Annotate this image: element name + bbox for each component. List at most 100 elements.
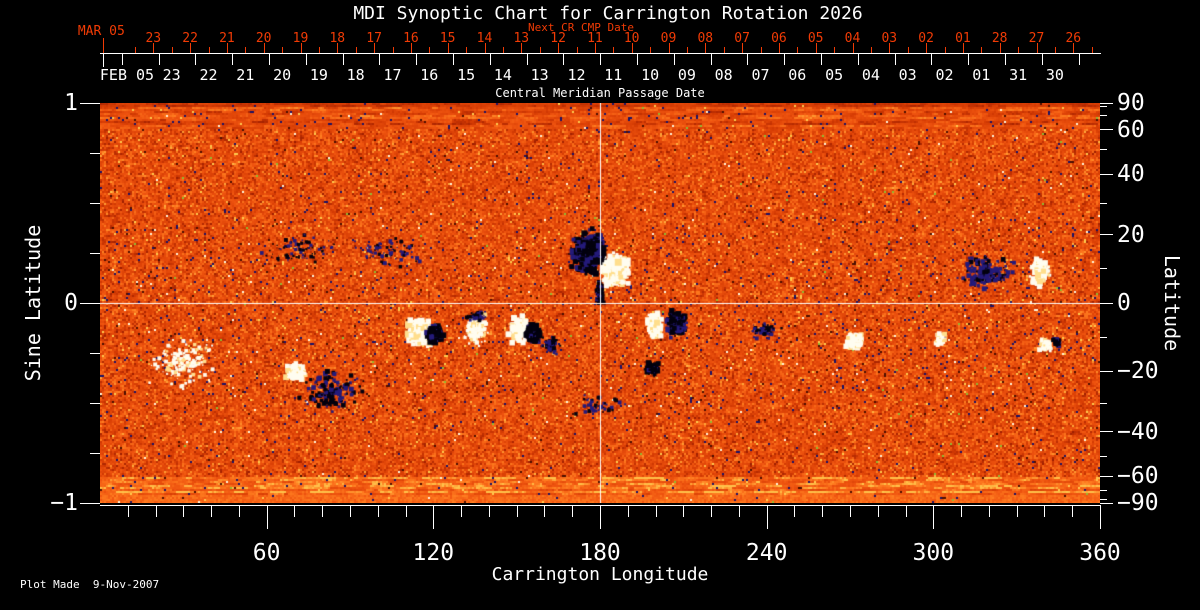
next-cr-date-label: 16 [403, 31, 419, 46]
next-cr-day-tick [558, 43, 560, 53]
next-cr-halfday-tick [723, 47, 725, 53]
cmp-day-tick [636, 53, 638, 65]
next-cr-halfday-tick [686, 47, 688, 53]
cmp-day-tick [931, 53, 933, 65]
next-cr-halfday-tick [1018, 47, 1020, 53]
cmp-day-tick [158, 53, 160, 65]
longitude-minor-tick [127, 505, 129, 517]
longitude-minor-tick [155, 505, 157, 517]
latitude-minor-tick [1100, 499, 1107, 501]
next-cr-day-tick [705, 43, 707, 53]
cmp-date-label: 11 [604, 66, 623, 84]
next-cr-day-tick [962, 43, 964, 53]
next-cr-date-label: 28 [991, 31, 1008, 46]
y-axis-label-right: Latitude [1160, 254, 1184, 352]
cmp-day-tick [1041, 53, 1043, 65]
longitude-tick-label: 240 [745, 540, 788, 566]
cmp-day-tick [894, 53, 896, 65]
next-cr-date-label: 08 [697, 31, 714, 46]
next-cr-date-label: 12 [550, 31, 566, 46]
next-cr-date-label: 03 [881, 31, 898, 46]
cmp-day-tick [232, 53, 234, 65]
latitude-major-tick [1100, 475, 1113, 477]
latitude-major-tick [1100, 370, 1113, 372]
next-cr-day-tick [815, 43, 817, 53]
cmp-day-tick [305, 53, 307, 65]
cmp-day-tick [379, 53, 381, 65]
next-cr-halfday-tick [282, 47, 284, 53]
cmp-date-label: 16 [420, 66, 439, 84]
cmp-day-tick [489, 53, 491, 65]
central-meridian-passage-date-axis-title: Central Meridian Passage Date [495, 86, 705, 100]
next-cr-date-label: 27 [1028, 31, 1045, 46]
next-cr-halfday-tick [797, 47, 799, 53]
next-cr-month-label: MAR 05 [77, 24, 125, 39]
latitude-tick-label: 20 [1117, 221, 1145, 248]
next-cr-halfday-tick [613, 47, 615, 53]
longitude-tick-label: 120 [412, 540, 455, 566]
next-cr-day-tick [153, 43, 155, 53]
cmp-date-label: 03 [898, 66, 917, 84]
cmp-date-label: 09 [677, 66, 696, 84]
next-cr-day-tick [374, 43, 376, 53]
latitude-minor-tick [1100, 267, 1107, 269]
longitude-major-tick [266, 505, 268, 529]
sine-latitude-major-tick [80, 302, 100, 304]
next-cr-halfday-tick [208, 47, 210, 53]
longitude-tick-label: 360 [1079, 540, 1121, 566]
longitude-minor-tick [711, 505, 713, 517]
longitude-minor-tick [516, 505, 518, 517]
cmp-day-tick [268, 53, 270, 65]
cmp-date-label: 13 [530, 66, 549, 84]
latitude-minor-tick [1100, 105, 1107, 107]
latitude-tick-label: 60 [1117, 116, 1145, 143]
next-cr-day-tick [484, 43, 486, 53]
next-cr-halfday-tick [466, 47, 468, 53]
longitude-minor-tick [877, 505, 879, 517]
next-cr-date-label: 04 [844, 31, 861, 46]
next-cr-date-label: 02 [918, 31, 934, 46]
next-cr-date-label: 15 [439, 31, 456, 46]
cmp-month-label: FEB 05 [99, 66, 155, 84]
next-cr-halfday-tick [650, 47, 652, 53]
chart-title: MDI Synoptic Chart for Carrington Rotati… [353, 3, 863, 24]
sine-latitude-minor-tick [90, 402, 100, 404]
longitude-major-tick [933, 505, 935, 529]
latitude-tick-label: 40 [1117, 161, 1145, 188]
cmp-date-label: 06 [788, 66, 807, 84]
latitude-major-tick [1100, 502, 1113, 504]
longitude-major-tick [766, 505, 768, 529]
longitude-minor-tick [794, 505, 796, 517]
cmp-day-tick [1004, 53, 1006, 65]
next-cr-day-tick [742, 43, 744, 53]
cmp-date-label: 20 [273, 66, 292, 84]
cmp-day-tick [710, 53, 712, 65]
next-cr-day-tick [521, 43, 523, 53]
next-cr-date-label: 19 [292, 31, 309, 46]
cmp-date-label: 22 [199, 66, 218, 84]
latitude-major-tick [1100, 173, 1113, 175]
sine-latitude-tick-label: 0 [64, 290, 78, 316]
next-cr-day-tick [226, 43, 228, 53]
next-cr-halfday-tick [834, 47, 836, 53]
longitude-minor-tick [294, 505, 296, 517]
longitude-minor-tick [405, 505, 407, 517]
longitude-minor-tick [961, 505, 963, 517]
cmp-date-label: 17 [383, 66, 402, 84]
longitude-minor-tick [238, 505, 240, 517]
latitude-minor-tick [1100, 402, 1107, 404]
cmp-day-tick [968, 53, 970, 65]
longitude-tick-label: 60 [252, 540, 281, 566]
next-cr-date-label: 20 [255, 31, 272, 46]
longitude-minor-tick [461, 505, 463, 517]
longitude-minor-tick [1044, 505, 1046, 517]
magnetogram-image [100, 103, 1100, 503]
longitude-major-tick [433, 505, 435, 529]
longitude-minor-tick [572, 505, 574, 517]
next-cr-halfday-tick [760, 47, 762, 53]
cmp-day-tick [195, 53, 197, 65]
next-cr-date-label: 18 [329, 31, 346, 46]
cmp-day-tick [121, 53, 123, 65]
longitude-minor-tick [488, 505, 490, 517]
